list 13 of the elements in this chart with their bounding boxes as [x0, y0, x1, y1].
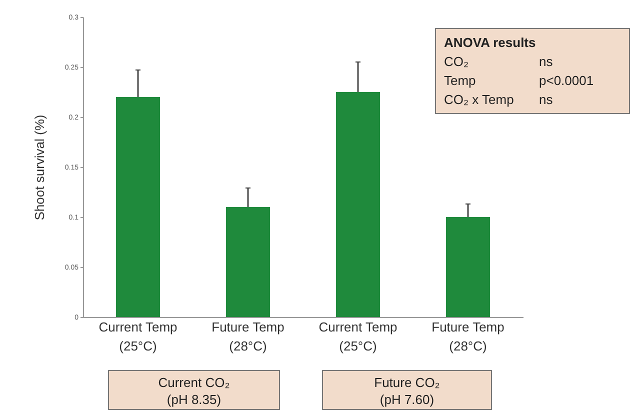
bar	[116, 97, 160, 317]
group-label-box: Current CO₂ (pH 8.35)	[108, 370, 280, 410]
x-tick-label: Future Temp (28°C)	[212, 320, 284, 354]
x-tick-label: Current Temp (25°C)	[98, 320, 178, 354]
x-tick-label: Current Temp (25°C)	[318, 320, 398, 354]
x-tick-label: Future Temp (28°C)	[432, 320, 504, 354]
bar	[446, 217, 490, 317]
results-table-box: ANOVA results CO₂ ns Temp p<0.0001 CO₂ x Temp ns	[435, 28, 630, 114]
group-label-box: Future CO₂ (pH 7.60)	[322, 370, 492, 410]
y-axis-title: Shoot survival (%)	[32, 114, 47, 220]
bar	[336, 92, 380, 317]
annotation: ANOVA results	[444, 34, 537, 52]
bar	[226, 207, 270, 317]
